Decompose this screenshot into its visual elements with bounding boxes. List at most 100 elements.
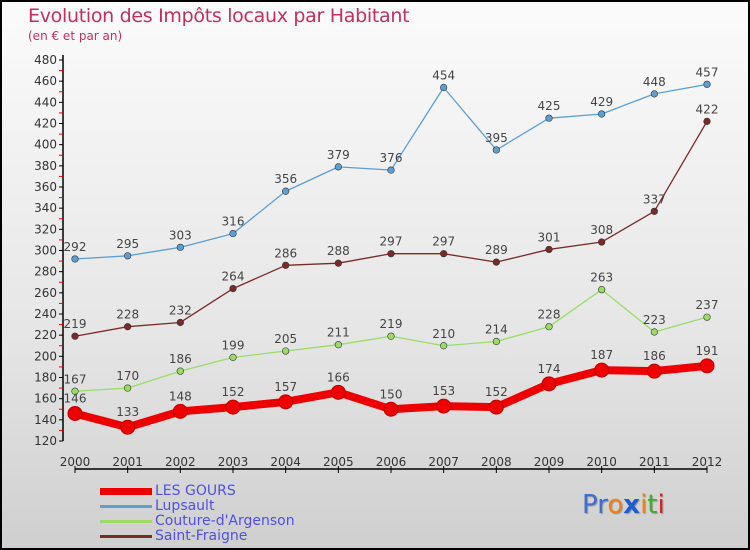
proxiti-logo: Proxiti	[582, 490, 665, 520]
legend-label: Couture-d'Argenson	[155, 513, 295, 529]
data-label: 232	[169, 303, 192, 317]
y-tick-label: 180	[34, 371, 57, 385]
y-tick-label: 160	[34, 392, 57, 406]
data-point	[387, 166, 395, 174]
data-label: 166	[327, 370, 350, 384]
data-point	[594, 362, 610, 378]
y-tick-label: 140	[34, 413, 57, 427]
y-tick-label: 420	[34, 117, 57, 131]
data-label: 167	[64, 372, 87, 386]
data-label: 150	[380, 387, 403, 401]
data-point	[282, 261, 290, 269]
data-label: 316	[222, 215, 245, 229]
y-tick-label: 400	[34, 138, 57, 152]
y-tick-label: 280	[34, 265, 57, 279]
data-point	[71, 387, 79, 395]
data-point	[278, 394, 294, 410]
data-point	[650, 328, 658, 336]
legend-swatch	[100, 488, 152, 495]
data-point	[545, 114, 553, 122]
data-label: 223	[643, 313, 666, 327]
data-label: 146	[64, 391, 87, 405]
data-label: 237	[696, 298, 719, 312]
data-point	[598, 110, 606, 118]
data-point	[229, 353, 237, 361]
legend-label: Lupsault	[155, 498, 215, 514]
data-point	[598, 238, 606, 246]
data-point	[334, 163, 342, 171]
data-label: 228	[538, 308, 561, 322]
legend-item: LES GOURS	[100, 484, 295, 499]
data-label: 210	[432, 327, 455, 341]
data-point	[124, 323, 132, 331]
data-label: 288	[327, 244, 350, 258]
x-tick-label: 2010	[586, 455, 617, 469]
y-tick-label: 220	[34, 328, 57, 342]
data-label: 187	[590, 348, 613, 362]
x-tick-label: 2004	[270, 455, 301, 469]
data-label: 170	[116, 369, 139, 383]
y-tick-label: 340	[34, 201, 57, 215]
data-point	[440, 342, 448, 350]
x-tick-label: 2003	[218, 455, 249, 469]
x-tick-label: 2001	[112, 455, 143, 469]
data-point	[650, 207, 658, 215]
data-label: 174	[538, 362, 561, 376]
data-label: 337	[643, 192, 666, 206]
data-point	[492, 337, 500, 346]
y-tick-label: 380	[34, 159, 57, 173]
data-point	[545, 245, 553, 254]
data-label: 286	[274, 246, 297, 260]
data-label: 191	[696, 344, 719, 358]
legend-swatch	[100, 535, 152, 538]
data-point	[598, 286, 606, 294]
data-label: 152	[485, 385, 508, 399]
y-tick-label: 360	[34, 180, 57, 194]
x-tick-label: 2008	[481, 455, 512, 469]
y-tick-label: 260	[34, 286, 57, 300]
y-tick-label: 440	[34, 95, 57, 109]
data-point	[225, 399, 241, 415]
legend-label: Saint-Fraigne	[155, 528, 248, 544]
data-label: 297	[380, 235, 403, 249]
y-tick-label: 460	[34, 74, 57, 88]
data-point	[71, 255, 79, 263]
data-point	[282, 187, 290, 195]
data-label: 186	[643, 349, 666, 363]
data-point	[172, 403, 188, 419]
y-tick-label: 200	[34, 349, 57, 363]
data-label: 228	[116, 308, 139, 322]
data-label: 186	[169, 352, 192, 366]
x-tick-label: 2011	[639, 455, 670, 469]
data-point	[387, 332, 395, 340]
data-point	[492, 146, 500, 154]
data-label: 211	[327, 326, 350, 340]
x-tick-label: 2012	[692, 455, 723, 469]
x-tick-label: 2005	[323, 455, 354, 469]
data-point	[488, 399, 504, 415]
data-point	[124, 252, 132, 260]
data-label: 148	[169, 389, 192, 403]
data-label: 457	[696, 65, 719, 79]
data-label: 153	[432, 384, 455, 398]
legend-item: Couture-d'Argenson	[100, 514, 295, 529]
data-label: 214	[485, 323, 508, 337]
data-label: 376	[380, 151, 403, 165]
x-tick-label: 2009	[534, 455, 565, 469]
data-point	[703, 117, 711, 125]
data-point	[282, 347, 290, 355]
data-point	[176, 243, 184, 251]
data-label: 303	[169, 228, 192, 242]
data-point	[492, 258, 500, 266]
data-point	[71, 332, 79, 340]
data-point	[124, 384, 132, 392]
legend-label: LES GOURS	[155, 483, 236, 499]
data-label: 429	[590, 95, 613, 109]
chart-subtitle: (en € et par an)	[28, 29, 123, 43]
data-label: 297	[432, 235, 455, 249]
data-point	[229, 285, 237, 293]
y-tick-label: 120	[34, 434, 57, 448]
data-point	[703, 313, 711, 321]
